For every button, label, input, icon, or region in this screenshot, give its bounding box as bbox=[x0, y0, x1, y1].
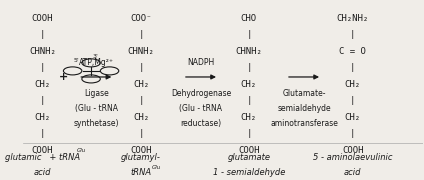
Text: C = O: C = O bbox=[339, 47, 366, 56]
Text: acid: acid bbox=[33, 168, 51, 177]
Text: |: | bbox=[138, 30, 144, 39]
Text: CH₂: CH₂ bbox=[241, 80, 257, 89]
Text: glutamyl-: glutamyl- bbox=[121, 153, 161, 162]
Text: COO⁻: COO⁻ bbox=[130, 14, 152, 22]
Text: Glu: Glu bbox=[76, 148, 86, 153]
Text: CH₂: CH₂ bbox=[133, 80, 149, 89]
Text: (Glu - tRNA: (Glu - tRNA bbox=[75, 104, 118, 113]
Text: CHNH₂: CHNH₂ bbox=[128, 47, 154, 56]
Text: COOH: COOH bbox=[342, 146, 363, 155]
Text: CH₂: CH₂ bbox=[241, 113, 257, 122]
Text: CH₂: CH₂ bbox=[34, 80, 50, 89]
Text: |: | bbox=[138, 96, 144, 105]
Text: tRNA: tRNA bbox=[131, 168, 151, 177]
Text: |: | bbox=[350, 96, 355, 105]
Text: COOH: COOH bbox=[238, 146, 259, 155]
Text: aminotransferase: aminotransferase bbox=[270, 119, 338, 128]
Text: |: | bbox=[350, 129, 355, 138]
Text: |: | bbox=[40, 30, 45, 39]
Text: |: | bbox=[138, 129, 144, 138]
Text: COOH: COOH bbox=[32, 146, 53, 155]
Text: Dehydrogenase: Dehydrogenase bbox=[171, 89, 231, 98]
Text: |: | bbox=[40, 129, 45, 138]
Text: |: | bbox=[40, 96, 45, 105]
Text: |: | bbox=[138, 63, 144, 72]
Text: semialdehyde: semialdehyde bbox=[277, 104, 331, 113]
Text: |: | bbox=[350, 30, 355, 39]
Text: CHNH₂: CHNH₂ bbox=[235, 47, 262, 56]
Text: Ligase: Ligase bbox=[84, 89, 109, 98]
Text: CH₂: CH₂ bbox=[345, 80, 361, 89]
Text: COOH: COOH bbox=[130, 146, 152, 155]
Text: |: | bbox=[246, 129, 251, 138]
Text: acid: acid bbox=[344, 168, 362, 177]
Text: |: | bbox=[40, 63, 45, 72]
Text: |: | bbox=[350, 63, 355, 72]
Text: CH₂: CH₂ bbox=[345, 113, 361, 122]
Text: CH₂: CH₂ bbox=[133, 113, 149, 122]
Text: |: | bbox=[246, 96, 251, 105]
Text: 5 - aminolaevulinic: 5 - aminolaevulinic bbox=[313, 153, 393, 162]
Text: reductase): reductase) bbox=[180, 119, 221, 128]
Text: CH₂: CH₂ bbox=[34, 113, 50, 122]
Text: Glu: Glu bbox=[152, 165, 162, 170]
Text: CHNH₂: CHNH₂ bbox=[29, 47, 56, 56]
Text: ATP,Mg²⁺: ATP,Mg²⁺ bbox=[79, 58, 114, 67]
Text: 5': 5' bbox=[74, 58, 79, 63]
Text: 1 - semialdehyde: 1 - semialdehyde bbox=[213, 168, 285, 177]
Text: CH₂NH₂: CH₂NH₂ bbox=[337, 14, 369, 22]
Text: +: + bbox=[59, 72, 69, 82]
Text: |: | bbox=[246, 30, 251, 39]
Text: COOH: COOH bbox=[32, 14, 53, 22]
Text: glutamate: glutamate bbox=[227, 153, 271, 162]
Text: glutamic   + tRNA: glutamic + tRNA bbox=[5, 153, 80, 162]
Text: |: | bbox=[246, 63, 251, 72]
Text: (Glu - tRNA: (Glu - tRNA bbox=[179, 104, 223, 113]
Text: 3': 3' bbox=[93, 54, 99, 59]
Text: CHO: CHO bbox=[241, 14, 257, 22]
Text: NADPH: NADPH bbox=[187, 58, 215, 67]
Text: synthetase): synthetase) bbox=[73, 119, 119, 128]
Text: Glutamate-: Glutamate- bbox=[282, 89, 326, 98]
